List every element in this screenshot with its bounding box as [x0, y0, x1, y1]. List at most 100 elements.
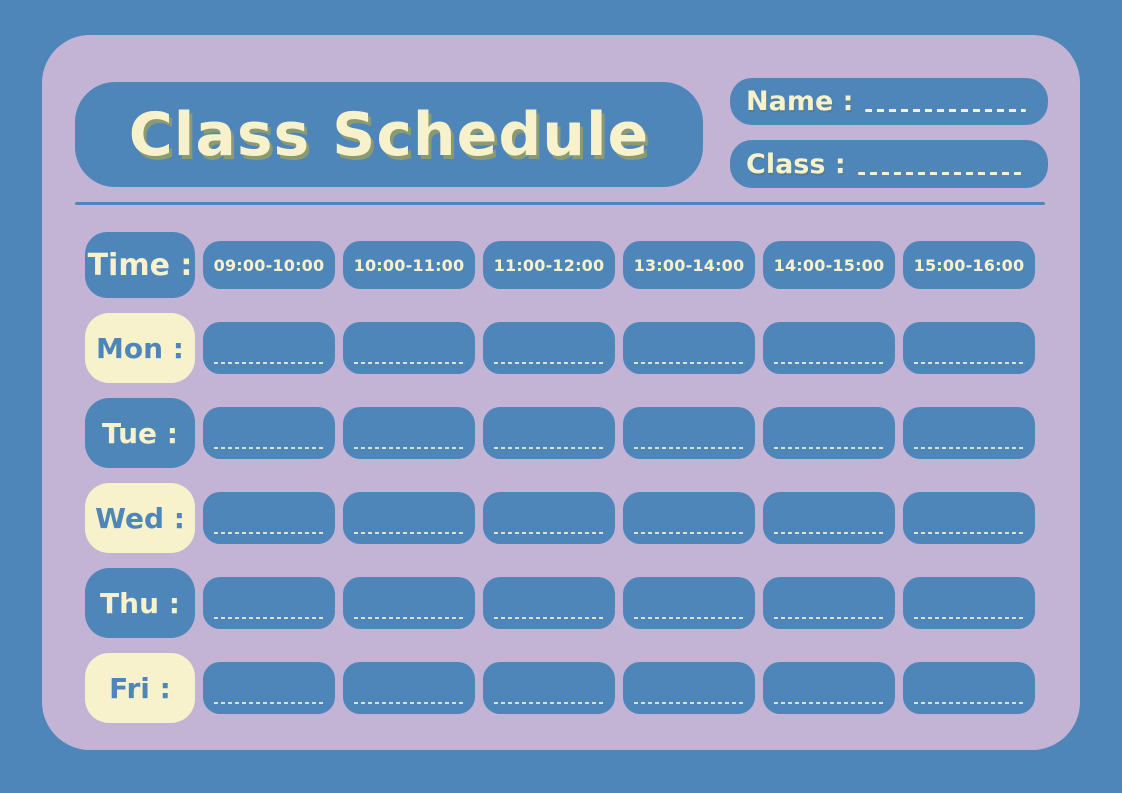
schedule-cell[interactable] — [343, 407, 475, 459]
time-header-label: Time : — [87, 247, 193, 283]
title-banner: Class Schedule — [75, 82, 703, 187]
schedule-cell[interactable] — [623, 407, 755, 459]
day-label-box: Tue : — [85, 398, 195, 468]
schedule-cell[interactable] — [343, 492, 475, 544]
class-fill-line[interactable] — [857, 171, 1026, 175]
cell-fill-line — [213, 447, 325, 449]
schedule-cell[interactable] — [903, 577, 1035, 629]
schedule-cell[interactable] — [203, 322, 335, 374]
cell-fill-line — [913, 532, 1025, 534]
schedule-cell[interactable] — [483, 407, 615, 459]
day-label: Mon : — [96, 331, 184, 365]
day-label-box: Wed : — [85, 483, 195, 553]
time-slot-label: 15:00-16:00 — [913, 255, 1025, 275]
schedule-cell[interactable] — [623, 662, 755, 714]
schedule-cell[interactable] — [203, 577, 335, 629]
day-label: Wed : — [95, 501, 185, 535]
time-header-row: Time : 09:00-10:00 10:00-11:00 11:00-12:… — [85, 232, 1035, 298]
day-row: Mon : — [85, 313, 1035, 383]
schedule-cell[interactable] — [903, 662, 1035, 714]
cell-fill-line — [353, 702, 465, 704]
cell-fill-line — [633, 447, 745, 449]
time-slot-label: 13:00-14:00 — [633, 255, 745, 275]
cell-fill-line — [353, 532, 465, 534]
time-slot-label: 11:00-12:00 — [493, 255, 605, 275]
class-field-label: Class : — [746, 148, 846, 180]
time-slot: 11:00-12:00 — [483, 241, 615, 289]
cell-fill-line — [213, 532, 325, 534]
cell-fill-line — [353, 362, 465, 364]
name-field-label: Name : — [746, 86, 854, 117]
cell-fill-line — [913, 702, 1025, 704]
day-rows: Mon : Tue : — [85, 313, 1035, 723]
day-label: Fri : — [109, 671, 171, 705]
schedule-cell[interactable] — [483, 577, 615, 629]
cell-fill-line — [493, 702, 605, 704]
class-field: Class : — [730, 140, 1048, 188]
cell-fill-line — [773, 702, 885, 704]
header-divider — [75, 202, 1045, 205]
schedule-cell[interactable] — [763, 322, 895, 374]
cell-fill-line — [913, 362, 1025, 364]
cell-fill-line — [633, 532, 745, 534]
cell-fill-line — [773, 617, 885, 619]
cell-fill-line — [493, 447, 605, 449]
schedule-cell[interactable] — [343, 322, 475, 374]
day-label-box: Mon : — [85, 313, 195, 383]
schedule-cell[interactable] — [343, 577, 475, 629]
cell-fill-line — [913, 617, 1025, 619]
cell-fill-line — [633, 702, 745, 704]
time-slot: 13:00-14:00 — [623, 241, 755, 289]
schedule-cell[interactable] — [763, 662, 895, 714]
day-row: Wed : — [85, 483, 1035, 553]
cell-fill-line — [773, 532, 885, 534]
day-row: Tue : — [85, 398, 1035, 468]
day-label-box: Thu : — [85, 568, 195, 638]
cell-fill-line — [353, 617, 465, 619]
time-slot-label: 14:00-15:00 — [773, 255, 885, 275]
day-row: Fri : — [85, 653, 1035, 723]
name-field: Name : — [730, 78, 1048, 125]
schedule-cell[interactable] — [903, 407, 1035, 459]
time-header-label-box: Time : — [85, 232, 195, 298]
cell-fill-line — [633, 617, 745, 619]
schedule-cell[interactable] — [203, 662, 335, 714]
page-title: Class Schedule — [128, 99, 650, 170]
schedule-card: Class Schedule Name : Class : Time : 09:… — [42, 35, 1080, 750]
time-slot: 10:00-11:00 — [343, 241, 475, 289]
schedule-cell[interactable] — [763, 492, 895, 544]
schedule-grid: Time : 09:00-10:00 10:00-11:00 11:00-12:… — [85, 232, 1035, 723]
schedule-cell[interactable] — [483, 662, 615, 714]
cell-fill-line — [913, 447, 1025, 449]
cell-fill-line — [493, 617, 605, 619]
day-label: Tue : — [102, 416, 178, 450]
time-slot: 09:00-10:00 — [203, 241, 335, 289]
time-slot-label: 10:00-11:00 — [353, 255, 465, 275]
time-slot: 14:00-15:00 — [763, 241, 895, 289]
schedule-cell[interactable] — [483, 492, 615, 544]
schedule-cell[interactable] — [903, 322, 1035, 374]
schedule-cell[interactable] — [203, 407, 335, 459]
cell-fill-line — [493, 532, 605, 534]
cell-fill-line — [773, 362, 885, 364]
time-slot-label: 09:00-10:00 — [213, 255, 325, 275]
schedule-cell[interactable] — [763, 407, 895, 459]
schedule-cell[interactable] — [623, 322, 755, 374]
cell-fill-line — [353, 447, 465, 449]
schedule-cell[interactable] — [343, 662, 475, 714]
day-row: Thu : — [85, 568, 1035, 638]
schedule-cell[interactable] — [903, 492, 1035, 544]
schedule-cell[interactable] — [623, 577, 755, 629]
cell-fill-line — [213, 362, 325, 364]
schedule-cell[interactable] — [763, 577, 895, 629]
cell-fill-line — [773, 447, 885, 449]
cell-fill-line — [213, 702, 325, 704]
schedule-cell[interactable] — [203, 492, 335, 544]
cell-fill-line — [633, 362, 745, 364]
cell-fill-line — [213, 617, 325, 619]
day-label-box: Fri : — [85, 653, 195, 723]
name-fill-line[interactable] — [865, 109, 1026, 112]
cell-fill-line — [493, 362, 605, 364]
schedule-cell[interactable] — [483, 322, 615, 374]
schedule-cell[interactable] — [623, 492, 755, 544]
